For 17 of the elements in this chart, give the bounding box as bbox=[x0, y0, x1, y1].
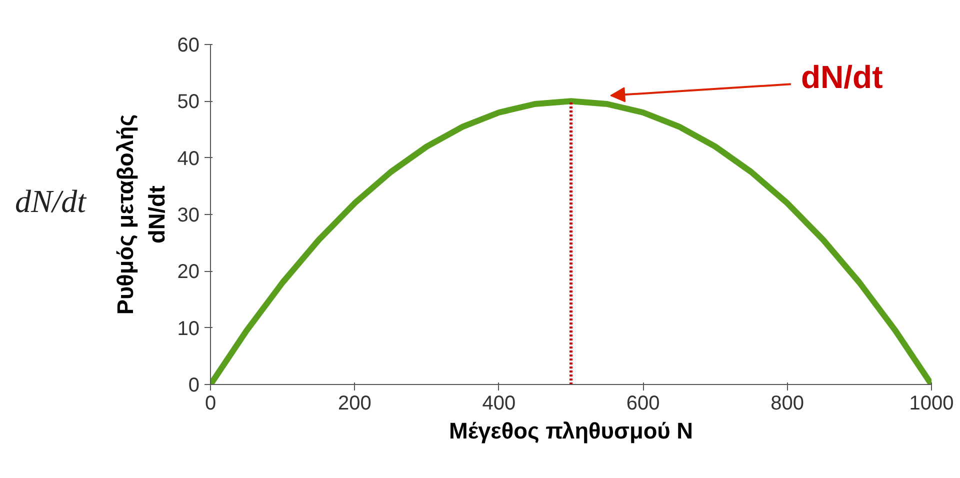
text: dN/dt bbox=[14, 182, 88, 219]
y-tick-label: 30 bbox=[177, 204, 200, 226]
x-tick-label: 800 bbox=[770, 392, 804, 414]
x-tick-label: 0 bbox=[204, 392, 216, 414]
x-tick-label: 200 bbox=[338, 392, 372, 414]
y-tick-label: 20 bbox=[177, 261, 200, 284]
x-tick-label: 1000 bbox=[909, 392, 954, 414]
y-tick-label: 10 bbox=[177, 318, 200, 340]
y-axis-title: Ρυθμός μεταβολής dN/dt bbox=[112, 114, 170, 315]
x-tick-label: 600 bbox=[626, 392, 660, 414]
y-tick-label: 50 bbox=[177, 91, 200, 114]
x-axis-title: Μέγεθος πληθυσμού Ν bbox=[448, 418, 694, 444]
x-tick-label: 400 bbox=[482, 392, 516, 414]
annotation: dN/dt bbox=[801, 59, 884, 96]
y-tick-label: 60 bbox=[177, 34, 200, 56]
y-tick-label: 0 bbox=[188, 374, 200, 396]
y-tick-label: 40 bbox=[177, 148, 200, 170]
